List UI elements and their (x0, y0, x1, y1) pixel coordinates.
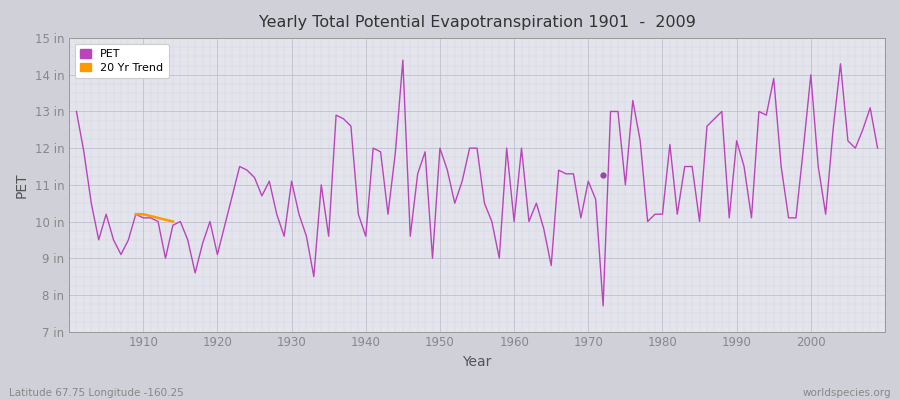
Y-axis label: PET: PET (15, 172, 29, 198)
Text: Latitude 67.75 Longitude -160.25: Latitude 67.75 Longitude -160.25 (9, 388, 184, 398)
Legend: PET, 20 Yr Trend: PET, 20 Yr Trend (75, 44, 169, 78)
X-axis label: Year: Year (463, 355, 491, 369)
Text: worldspecies.org: worldspecies.org (803, 388, 891, 398)
Title: Yearly Total Potential Evapotranspiration 1901  -  2009: Yearly Total Potential Evapotranspiratio… (258, 15, 696, 30)
